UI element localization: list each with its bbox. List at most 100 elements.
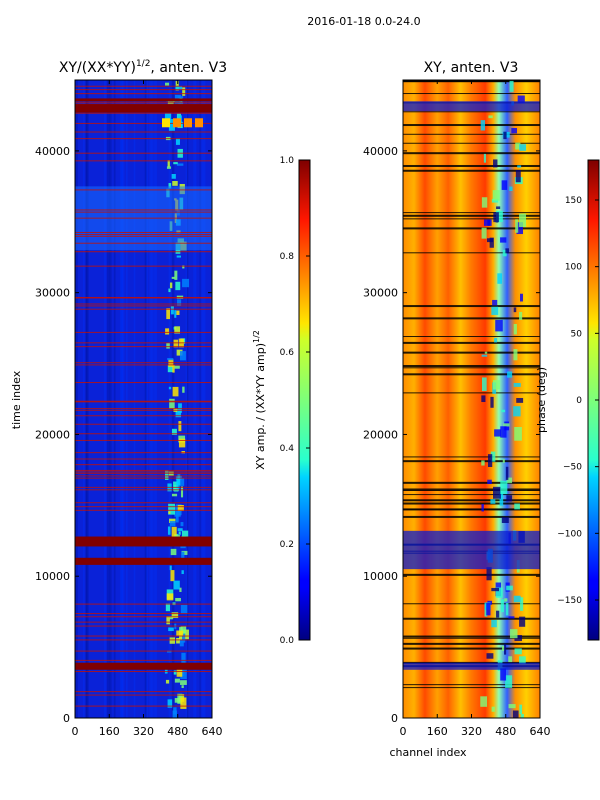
right-flag-line [403,603,540,605]
right-blotch [488,115,493,119]
left-texture-column [120,80,122,718]
right-blotch [515,219,519,233]
x-tick-label: 640 [202,725,223,738]
left-flag-line [75,112,212,114]
left-bright-cell [165,82,170,86]
left-bright-cell [176,630,184,636]
x-tick-label: 320 [133,725,154,738]
left-flag-line [75,308,212,310]
y-tick-label: 0 [391,712,398,725]
left-flag-line [75,211,212,213]
left-bright-cell [171,276,175,279]
right-flag-line [403,488,540,491]
left-bright-cell [172,364,175,373]
left-flag-line [75,458,212,460]
left-bright-cell [175,281,181,291]
left-bright-cell [176,349,183,356]
left-title-tail: , anten. V3 [150,60,227,76]
right-blotch [491,619,497,628]
left-flag-line [75,364,212,366]
left-bright-cell [179,587,182,592]
left-flag-line [75,251,212,253]
left-flag-line [75,305,212,307]
left-axes: 0 160 320 480 640 0 10000 20000 30000 40000 [35,80,223,738]
left-texture-column [85,80,89,718]
colorbar-tick-label: 0.4 [280,444,295,454]
right-blotch [492,299,498,306]
left-bright-cell [167,357,174,361]
left-bright-cell [168,119,175,131]
left-bright-cell [179,632,186,643]
left-flag-line [75,93,212,95]
left-bright-cell [170,548,177,556]
right-blotch [500,480,508,495]
right-flag-line [403,392,540,394]
right-panel: XY, anten. V3 0 160 320 480 640 0 10000 20000 30… [363,60,551,759]
left-flag-band [75,536,212,547]
right-blotch [513,349,518,361]
right-flag-line [403,142,540,144]
left-bright-cell [165,679,170,684]
x-tick-label: 480 [167,725,188,738]
right-flag-line [403,647,540,650]
left-texture-column [83,80,85,718]
right-flag-line [403,214,540,217]
right-blotch [519,293,523,302]
right-axes: 0 160 320 480 640 0 10000 20000 30000 40000 [363,80,551,738]
left-flag-line [75,401,212,403]
left-flag-line [75,189,212,191]
left-flag-line [75,85,212,87]
x-tick-label: 0 [72,725,79,738]
left-bright-cell [168,627,174,632]
left-texture-column [120,80,123,718]
right-blotch [513,595,521,603]
left-flag-line [75,475,212,477]
colorbar-tick-label: −150 [557,596,582,606]
left-bright-cell [182,278,190,288]
left-flag-line [75,423,212,425]
left-flag-line [75,486,212,488]
left-flag-line [75,362,212,364]
right-blotch [501,180,508,190]
right-blotch [490,451,496,462]
left-flag-line [75,209,212,211]
right-blotch [503,131,507,140]
left-bright-cell [166,308,170,320]
left-bright-cell [175,408,182,418]
right-blotch [496,610,500,618]
left-bright-cell [174,678,180,683]
left-bright-cell [176,477,179,489]
left-texture-column [185,80,187,718]
left-flag-line [75,122,212,124]
left-texture-column [199,80,201,718]
left-flag-line [75,342,212,344]
right-colorbar-ticks: 150 100 50 0 −50 −100 −150 [557,196,599,606]
left-bright-cell [169,565,172,571]
right-blotch [495,319,503,332]
left-bright-cell [182,265,185,269]
y-tick-label: 10000 [35,570,70,583]
right-blotch [481,197,488,208]
right-flag-line [403,252,540,254]
right-blotch [501,517,509,524]
left-bright-cell [168,288,171,293]
left-bright-cell [169,398,175,409]
left-heatmap-features [75,80,212,718]
right-blotch [481,377,487,392]
left-bright-cell [166,616,170,625]
left-colorbar-ticks: 0.0 0.2 0.4 0.6 0.8 1.0 [280,156,310,646]
right-blotch [483,219,492,226]
right-flag-line [403,499,540,502]
left-bright-cell [164,667,168,674]
right-blotch [504,598,508,602]
right-blotch [481,503,484,512]
left-bright-cell [172,386,179,397]
right-blotch [505,675,513,688]
right-blotch [486,653,494,659]
left-flag-line [75,415,212,417]
x-tick-label: 320 [461,725,482,738]
right-blotch [520,597,524,611]
right-flag-line [403,93,540,95]
left-bright-cell [168,183,172,189]
